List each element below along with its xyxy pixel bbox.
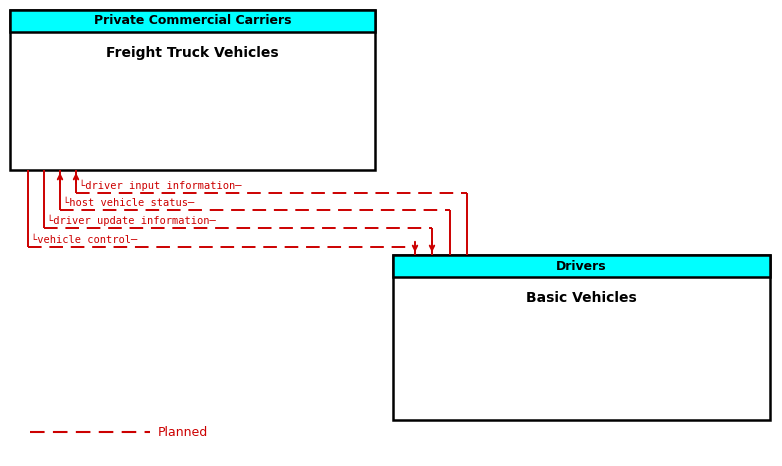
Text: Drivers: Drivers [556,260,607,273]
Text: └host vehicle status─: └host vehicle status─ [63,198,194,208]
Text: Basic Vehicles: Basic Vehicles [526,291,637,305]
Text: └driver update information─: └driver update information─ [47,215,216,226]
Bar [393,255,770,277]
Text: Planned: Planned [158,425,208,439]
Bar [10,10,375,170]
Text: Freight Truck Vehicles: Freight Truck Vehicles [106,46,279,60]
Text: Private Commercial Carriers: Private Commercial Carriers [94,14,291,27]
Bar [10,10,375,32]
Bar [393,255,770,420]
Text: └driver input information─: └driver input information─ [79,179,242,191]
Text: └vehicle control─: └vehicle control─ [31,235,138,245]
